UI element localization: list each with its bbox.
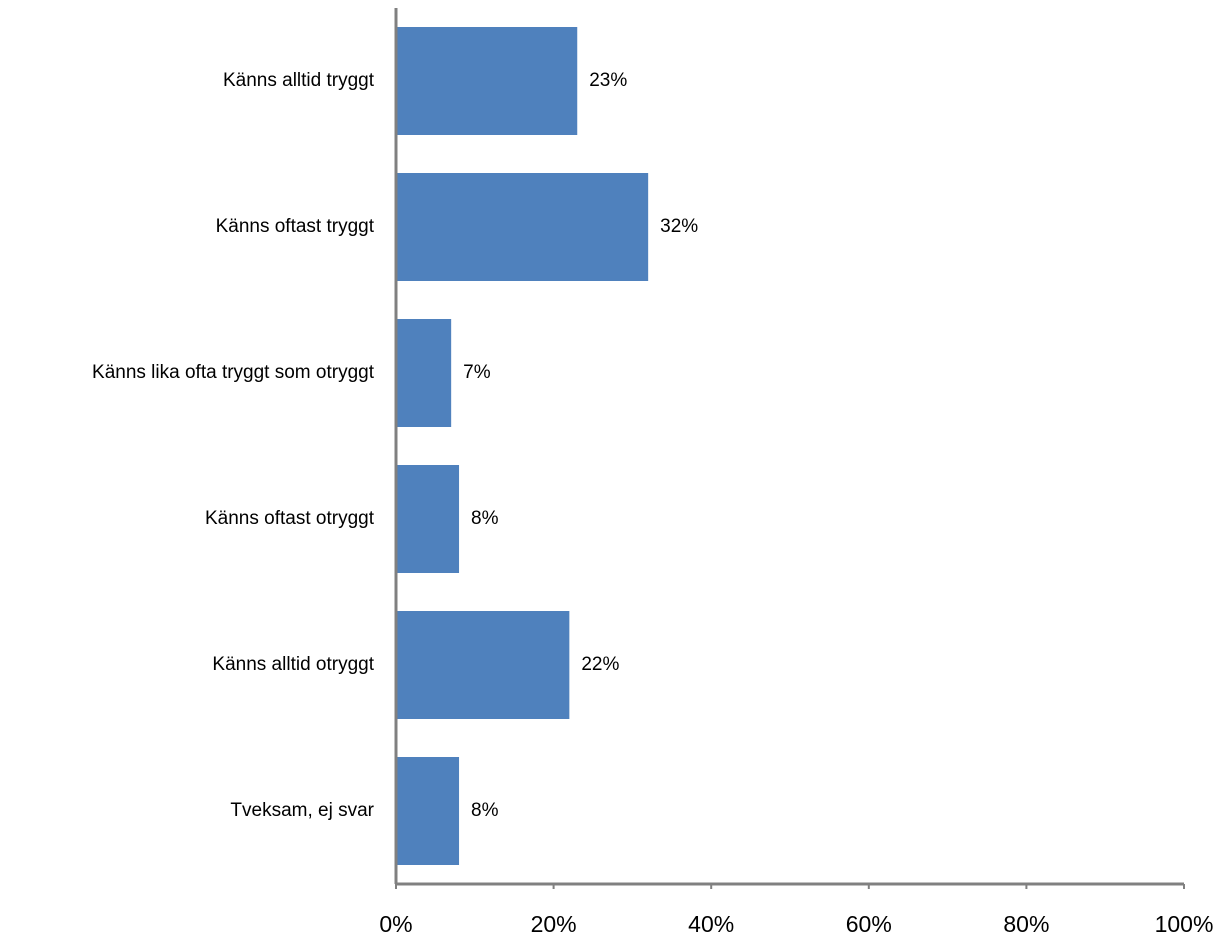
bar [396,465,460,573]
bar [396,27,578,135]
x-tick-label: 20% [531,911,577,937]
bar [396,319,452,427]
x-tick-label: 80% [1003,911,1049,937]
bar [396,173,649,281]
y-tick-label: Känns lika ofta tryggt som otryggt [92,362,375,383]
y-tick-label: Tveksam, ej svar [230,800,374,821]
value-label: 7% [463,362,491,383]
x-tick-label: 40% [688,911,734,937]
bar [396,757,460,865]
y-tick-label: Känns alltid tryggt [223,70,375,91]
bar [396,611,570,719]
x-tick-label: 0% [379,911,412,937]
y-tick-label: Känns alltid otryggt [212,654,374,675]
value-label: 23% [589,70,627,91]
value-label: 32% [660,216,698,237]
value-label: 8% [471,508,499,529]
y-tick-label: Känns oftast otryggt [205,508,375,529]
value-label: 22% [581,654,619,675]
x-tick-label: 60% [846,911,892,937]
y-tick-label: Känns oftast tryggt [216,216,375,237]
x-tick-label: 100% [1155,911,1214,937]
value-label: 8% [471,800,499,821]
